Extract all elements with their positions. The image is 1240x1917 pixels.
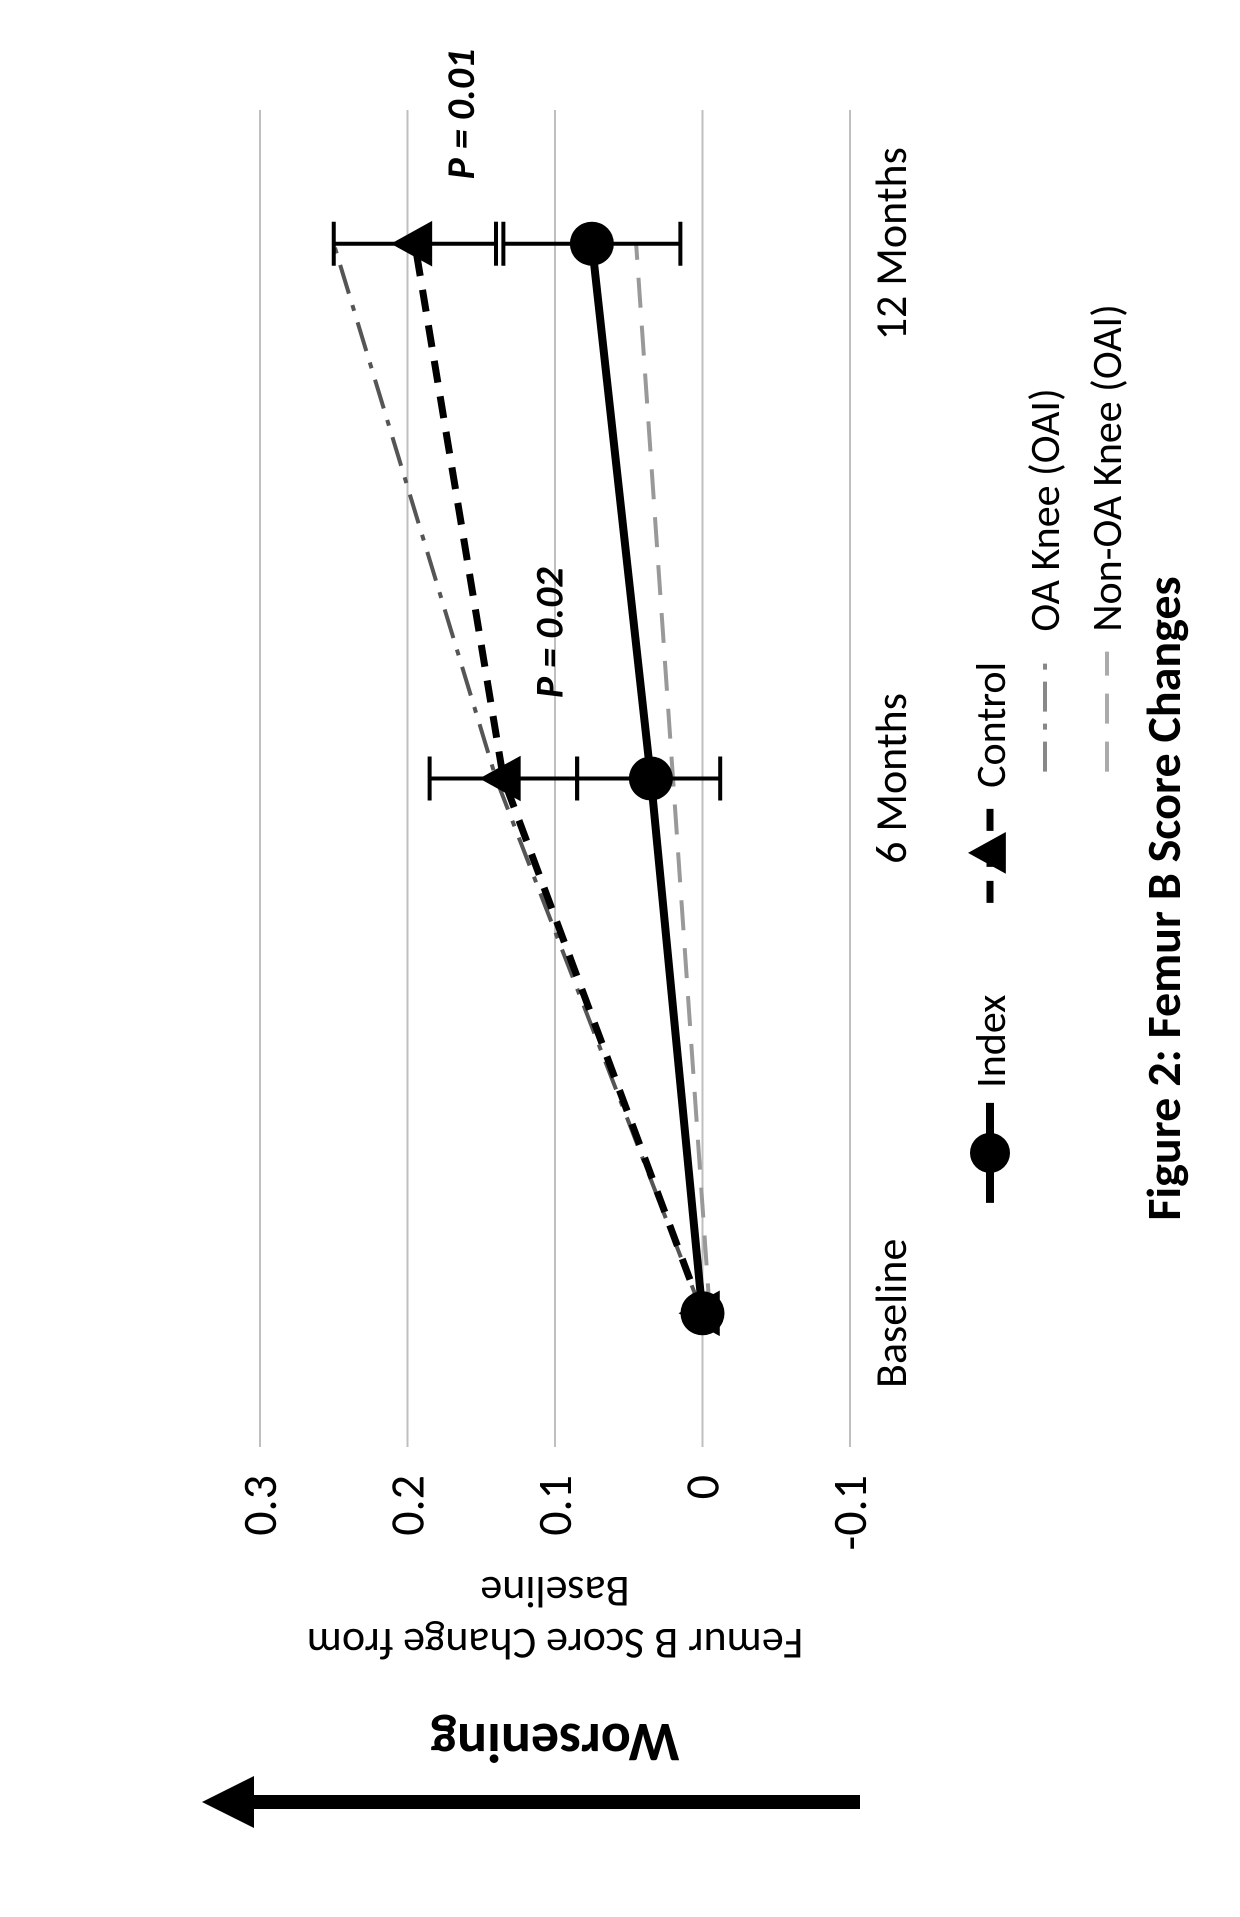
y-tick-label: 0.3 [230, 1475, 289, 1536]
marker-circle [681, 1291, 725, 1335]
x-tick-label: 6 Months [864, 693, 918, 864]
p-value-annotation: P = 0.01 [436, 49, 485, 180]
marker-triangle [391, 221, 432, 267]
chart-root: -0.1 0 0.1 0.2 0.3 Baseline 6 Months 12 Months P… [0, 0, 1240, 1917]
worsening-label: Worsening [431, 1708, 680, 1776]
svg-text:Baseline: Baseline [480, 1565, 629, 1619]
y-axis-label: Femur B Score Change fromBaseline [307, 1565, 804, 1671]
svg-text:Femur B Score Change from: Femur B Score Change from [307, 1617, 804, 1671]
svg-text:Worsening: Worsening [431, 1708, 680, 1776]
x-tick-label: 12 Months [864, 147, 918, 340]
y-tick-label: 0.2 [378, 1475, 437, 1536]
x-tick-label: Baseline [864, 1239, 918, 1388]
y-tick-label: -0.1 [820, 1475, 879, 1550]
legend-label: OA Knee (OAI) [1020, 388, 1071, 631]
legend-label: Index [966, 995, 1017, 1088]
marker-circle [570, 222, 614, 266]
y-tick-label: 0 [673, 1475, 732, 1499]
worsening-arrowhead [202, 1776, 254, 1828]
marker-circle [629, 757, 673, 801]
y-tick-label: 0.1 [525, 1475, 584, 1536]
p-value-annotation: P = 0.02 [524, 567, 573, 699]
figure-caption: Figure 2: Femur B Score Changes [1134, 576, 1193, 1220]
legend-marker [970, 1133, 1010, 1173]
legend-marker [968, 832, 1006, 874]
legend-label: Control [966, 662, 1017, 788]
legend-label: Non-OA Knee (OAI) [1082, 304, 1133, 632]
line-chart: -0.1 0 0.1 0.2 0.3 Baseline 6 Months 12 Months P… [0, 0, 1240, 1917]
